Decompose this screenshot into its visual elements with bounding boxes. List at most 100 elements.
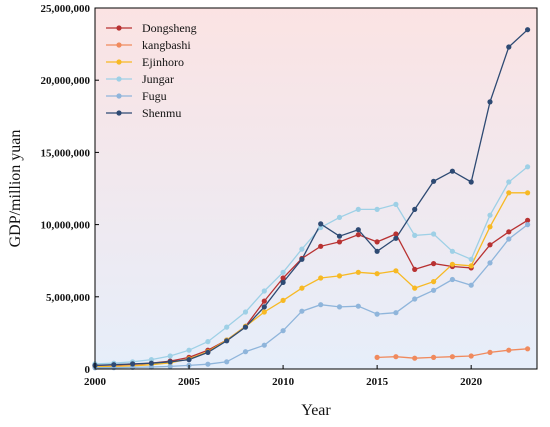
data-point-kangbashi	[431, 354, 437, 360]
data-point-fugu	[205, 361, 211, 367]
series-line-jungar	[94, 166, 529, 365]
plot-frame	[94, 7, 538, 370]
data-point-fugu	[224, 359, 230, 365]
data-point-fugu	[431, 287, 437, 293]
y-tick-label: 0	[85, 364, 91, 376]
data-point-dongsheng	[393, 231, 399, 237]
data-point-jungar	[336, 214, 343, 220]
data-point-jungar	[205, 339, 211, 345]
data-point-fugu	[355, 303, 361, 309]
data-point-fugu	[468, 282, 474, 288]
data-point-fugu	[374, 311, 380, 317]
y-tick-label: 5,000,000	[46, 292, 91, 304]
legend-label: Jungar	[142, 72, 174, 86]
data-point-fugu	[299, 308, 305, 314]
data-point-shenmu	[186, 357, 192, 363]
data-point-fugu	[412, 296, 418, 302]
data-point-ejinhoro	[336, 273, 343, 279]
legend-marker	[116, 110, 122, 116]
x-tick-label: 2020	[460, 376, 483, 388]
legend: Dongsheng kangbashi Ejinhoro Jungar Fugu Shen…	[106, 21, 197, 120]
data-point-fugu	[449, 276, 455, 283]
data-point-ejinhoro	[261, 309, 267, 315]
data-point-shenmu	[299, 256, 305, 262]
data-point-dongsheng	[506, 229, 512, 235]
data-point-jungar	[261, 288, 267, 294]
data-point-fugu	[393, 310, 399, 316]
data-point-jungar	[186, 347, 192, 353]
y-tick-label: 15,000,000	[41, 147, 91, 159]
data-point-jungar	[374, 206, 380, 212]
x-tick-label: 2000	[84, 376, 107, 388]
y-tick-label: 10,000,000	[41, 220, 91, 232]
series-line-ejinhoro	[94, 192, 528, 368]
data-point-ejinhoro	[299, 285, 305, 291]
data-point-jungar	[224, 324, 230, 330]
data-point-kangbashi	[525, 346, 531, 352]
data-point-jungar	[393, 201, 399, 207]
data-point-shenmu	[261, 304, 267, 310]
data-point-shenmu	[280, 279, 286, 285]
data-point-shenmu	[130, 361, 136, 367]
legend-label: Ejinhoro	[142, 55, 184, 69]
data-point-shenmu	[506, 44, 512, 50]
data-point-kangbashi	[412, 355, 418, 361]
data-point-jungar	[468, 256, 474, 262]
data-point-shenmu	[355, 227, 361, 233]
data-point-kangbashi	[487, 349, 493, 355]
legend-label: kangbashi	[142, 38, 191, 52]
y-axis-title: GDP/million yuan	[7, 130, 24, 248]
data-point-jungar	[525, 164, 531, 170]
data-point-ejinhoro	[468, 263, 474, 269]
series-line-fugu	[94, 224, 528, 369]
data-point-shenmu	[449, 168, 455, 174]
data-point-dongsheng	[261, 298, 267, 304]
x-tick-label: 2015	[366, 376, 389, 388]
plot-background	[95, 8, 537, 369]
legend-marker	[116, 42, 122, 48]
legend-label: Dongsheng	[142, 21, 197, 35]
data-point-shenmu	[318, 221, 324, 227]
data-point-shenmu	[412, 206, 418, 212]
data-point-shenmu	[374, 248, 380, 254]
data-point-shenmu	[468, 179, 474, 185]
data-point-shenmu	[487, 99, 493, 105]
legend-label: Fugu	[142, 89, 167, 103]
data-point-jungar	[148, 357, 154, 363]
data-point-dongsheng	[374, 239, 380, 245]
data-point-jungar	[318, 224, 324, 231]
data-point-ejinhoro	[280, 297, 286, 303]
y-tick-label: 25,000,000	[41, 3, 91, 15]
data-point-dongsheng	[280, 275, 286, 281]
data-point-shenmu	[224, 338, 230, 344]
data-point-shenmu	[336, 233, 343, 239]
data-point-kangbashi	[374, 354, 380, 360]
data-point-ejinhoro	[374, 271, 380, 277]
data-point-ejinhoro	[431, 279, 437, 285]
y-tick-label: 20,000,000	[41, 75, 91, 87]
data-point-fugu	[242, 349, 249, 355]
data-point-shenmu	[242, 324, 249, 330]
data-point-dongsheng	[336, 239, 343, 245]
legend-label: Shenmu	[142, 106, 181, 120]
data-point-shenmu	[111, 362, 117, 368]
data-point-fugu	[525, 222, 531, 228]
data-point-shenmu	[148, 360, 154, 366]
data-point-ejinhoro	[412, 285, 418, 291]
data-point-dongsheng	[355, 232, 361, 238]
data-point-jungar	[487, 212, 493, 218]
data-point-dongsheng	[487, 242, 493, 248]
legend-marker	[116, 93, 122, 99]
data-point-fugu	[261, 342, 267, 348]
x-axis-title: Year	[301, 402, 331, 419]
data-point-shenmu	[393, 235, 399, 241]
x-tick-label: 2010	[272, 376, 295, 388]
data-point-ejinhoro	[487, 224, 493, 230]
data-point-ejinhoro	[318, 275, 324, 281]
data-point-kangbashi	[506, 347, 512, 353]
data-point-dongsheng	[525, 217, 531, 223]
data-point-fugu	[506, 236, 512, 242]
x-tick-label: 2005	[178, 376, 201, 388]
